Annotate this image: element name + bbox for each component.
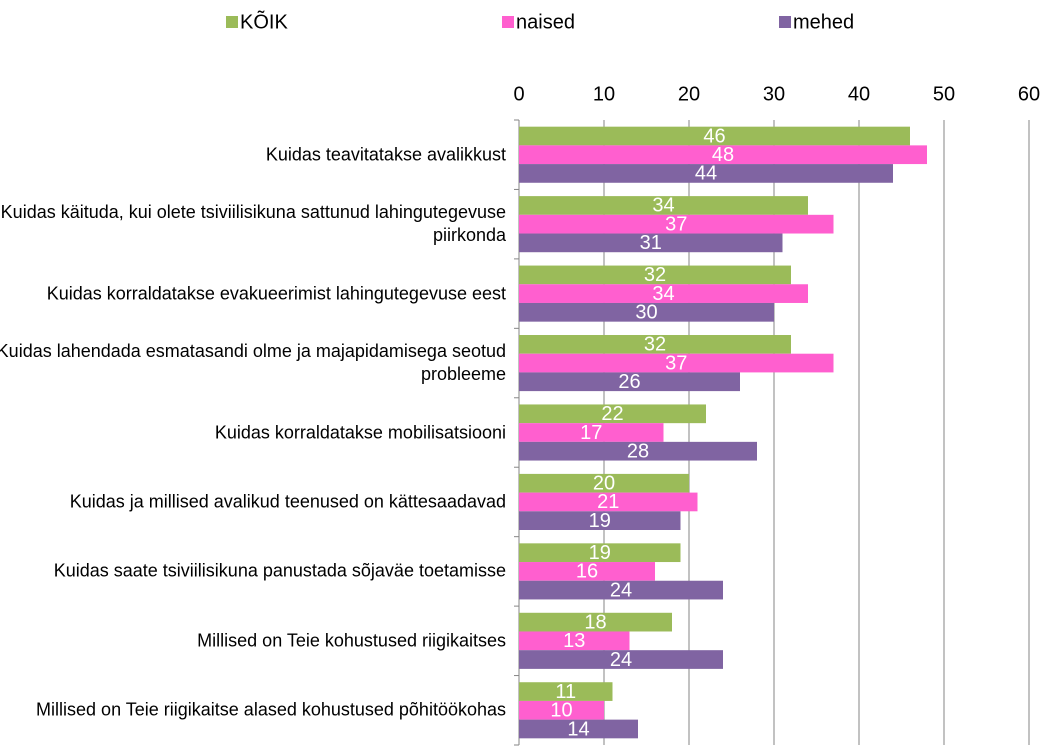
bar [519,404,706,424]
bar [519,196,808,215]
category-label: Kuidas korraldatakse evakueerimist lahin… [46,283,506,304]
bar [519,719,638,739]
bar [519,631,630,651]
value-label: 32 [644,264,666,286]
bar [519,543,681,563]
value-label: 24 [610,649,632,671]
bar [519,233,783,253]
value-label: 30 [635,302,657,324]
bar [519,612,672,632]
bar [519,265,791,285]
bar [519,335,791,354]
value-label: 28 [627,440,649,462]
value-label: 19 [589,542,611,564]
bar [519,423,664,442]
value-label: 37 [665,213,687,235]
bar [519,473,689,493]
bar [519,511,681,530]
value-label: 17 [580,422,602,444]
legend-label: mehed [793,11,854,33]
legend-swatch [779,16,791,28]
bar [519,145,927,165]
category-label: Kuidas käituda, kui olete tsiviilisikuna… [0,202,506,246]
value-label: 34 [652,283,674,305]
value-label: 31 [640,232,662,254]
value-label: 44 [695,163,717,185]
x-tick-label: 60 [1018,83,1040,105]
bar [519,126,910,146]
value-label: 21 [597,491,619,513]
category-label: Kuidas korraldatakse mobilisatsiooni [214,422,506,442]
value-label: 18 [584,611,606,633]
bar [519,441,757,461]
value-label: 10 [550,700,572,722]
bar [519,372,740,392]
legend-label: KÕIK [240,9,288,33]
value-label: 20 [593,473,615,495]
x-tick-label: 50 [933,83,955,105]
bar [519,682,613,701]
bar [519,214,834,234]
x-tick-label: 0 [513,83,524,105]
value-label: 14 [567,718,589,740]
value-label: 46 [703,125,725,147]
category-label: Kuidas saate tsiviilisikuna panustada sõ… [53,560,506,581]
bar [519,284,808,303]
legend-swatch [226,16,238,28]
value-label: 24 [610,579,632,601]
bar [519,492,698,512]
bar [519,700,604,720]
legend-swatch [502,16,514,28]
x-tick-label: 10 [593,83,615,105]
x-tick-label: 20 [678,83,700,105]
bar [519,580,723,600]
category-label: Kuidas lahendada esmatasandi olme ja maj… [0,341,506,385]
bar [519,302,774,322]
value-label: 11 [555,681,576,703]
value-label: 32 [644,334,666,356]
category-label: Millised on Teie riigikaitse alased kohu… [36,699,506,720]
bar [519,164,893,183]
bar [519,562,655,581]
bar [519,650,723,669]
value-label: 13 [563,630,585,652]
x-tick-label: 30 [763,83,785,105]
category-label: Kuidas teavitatakse avalikkust [265,144,506,165]
value-label: 37 [665,352,687,374]
category-label: Kuidas ja millised avalikud teenused on … [69,491,506,512]
value-label: 16 [576,561,598,583]
bar [519,353,834,373]
category-label: Millised on Teie kohustused riigikaitses [197,630,506,651]
legend-label: naised [516,11,575,33]
x-tick-label: 40 [848,83,870,105]
value-label: 22 [601,403,623,425]
value-label: 48 [712,144,734,166]
value-label: 19 [589,510,611,532]
value-label: 34 [652,195,674,217]
value-label: 26 [618,371,640,393]
